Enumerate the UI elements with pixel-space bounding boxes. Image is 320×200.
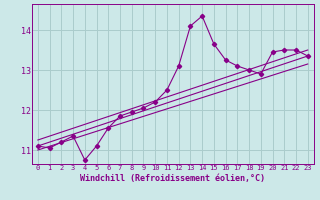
X-axis label: Windchill (Refroidissement éolien,°C): Windchill (Refroidissement éolien,°C) bbox=[80, 174, 265, 183]
